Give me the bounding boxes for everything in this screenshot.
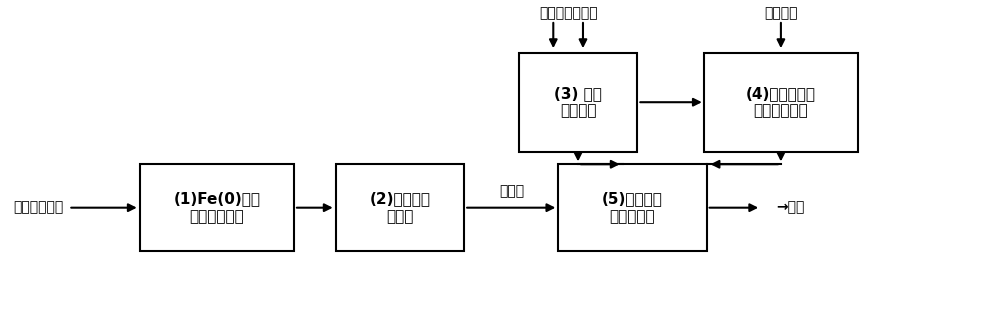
FancyBboxPatch shape: [140, 164, 294, 251]
FancyBboxPatch shape: [558, 164, 707, 251]
Text: (4)高氯酸铵还
原菌驯化单元: (4)高氯酸铵还 原菌驯化单元: [746, 86, 816, 118]
FancyBboxPatch shape: [336, 164, 464, 251]
Text: →山水: →山水: [776, 201, 804, 215]
Text: (1)Fe(0)水热
一级降解单元: (1)Fe(0)水热 一级降解单元: [173, 192, 260, 224]
Text: 餐厨垃圾渗滤液: 餐厨垃圾渗滤液: [539, 6, 597, 20]
Text: (3) 水解
发酵单元: (3) 水解 发酵单元: [554, 86, 602, 118]
Text: 高氯酸铵: 高氯酸铵: [764, 6, 798, 20]
Text: (2)水热液冷
却单元: (2)水热液冷 却单元: [369, 192, 430, 224]
Text: 高氯酸铵废水: 高氯酸铵废水: [13, 201, 63, 215]
Text: (5)生物法二
级降解单元: (5)生物法二 级降解单元: [602, 192, 663, 224]
FancyBboxPatch shape: [704, 53, 858, 152]
FancyBboxPatch shape: [519, 53, 637, 152]
Text: 水热液: 水热液: [499, 184, 524, 198]
